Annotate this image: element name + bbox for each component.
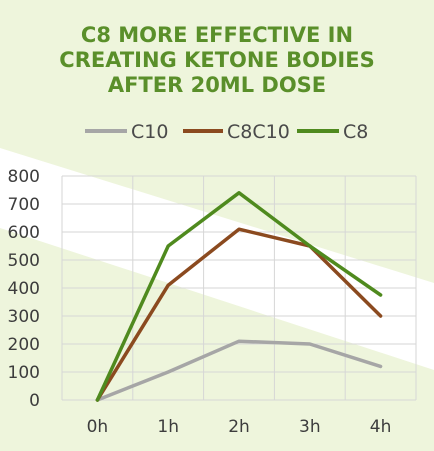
legend-item-c8: C8 — [297, 121, 368, 143]
y-tick-label: 500 — [8, 251, 40, 271]
y-tick-label: 300 — [8, 307, 40, 327]
x-axis-tick-labels: 0h 1h 2h 3h 4h — [87, 417, 392, 437]
y-tick-label: 800 — [8, 167, 40, 187]
chart-title-line-3: AFTER 20ML DOSE — [108, 73, 326, 97]
x-tick-label: 3h — [299, 417, 321, 437]
y-tick-label: 100 — [8, 363, 40, 383]
chart-title: C8 MORE EFFECTIVE IN CREATING KETONE BOD… — [59, 23, 374, 97]
y-tick-label: 700 — [8, 195, 40, 215]
legend-item-c8c10: C8C10 — [183, 121, 290, 143]
legend-label-c8: C8 — [343, 121, 368, 143]
legend-item-c10: C10 — [85, 121, 168, 143]
chart-title-line-2: CREATING KETONE BODIES — [59, 48, 374, 72]
y-axis-tick-labels: 0 100 200 300 400 500 600 700 800 — [8, 167, 40, 411]
legend: C10 C8C10 C8 — [85, 121, 368, 143]
chart-title-line-1: C8 MORE EFFECTIVE IN — [81, 23, 353, 47]
x-tick-label: 4h — [370, 417, 392, 437]
series-line-c8c10 — [95, 227, 383, 402]
legend-label-c8c10: C8C10 — [227, 121, 290, 143]
y-tick-label: 200 — [8, 335, 40, 355]
x-tick-label: 2h — [228, 417, 250, 437]
legend-label-c10: C10 — [131, 121, 168, 143]
y-tick-label: 600 — [8, 223, 40, 243]
y-tick-label: 400 — [8, 279, 40, 299]
series-line-c8 — [95, 191, 383, 402]
series-line-c10 — [95, 339, 383, 402]
grid — [61, 175, 417, 401]
y-tick-label: 0 — [29, 391, 40, 411]
x-tick-label: 0h — [87, 417, 109, 437]
series-lines — [95, 191, 383, 402]
x-tick-label: 1h — [157, 417, 179, 437]
